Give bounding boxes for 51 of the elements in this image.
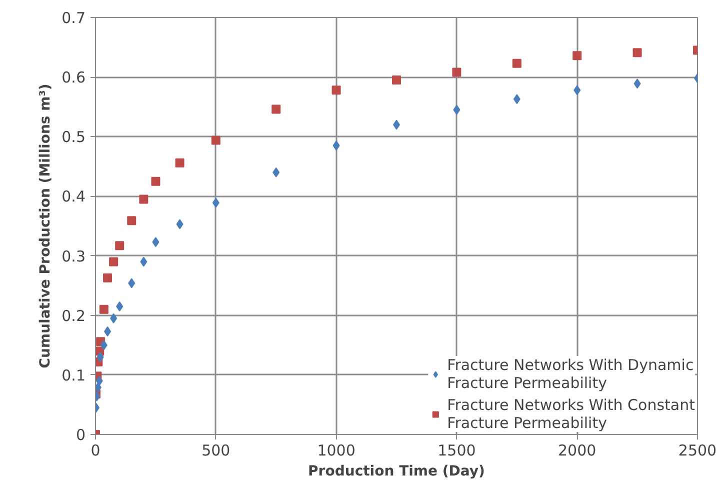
x-tick-label: 0: [90, 442, 100, 460]
point: [104, 326, 112, 336]
y-tick-label: 0: [76, 426, 86, 444]
point: [99, 304, 108, 314]
point: [115, 241, 124, 250]
point: [453, 104, 460, 115]
point: [332, 140, 340, 151]
point: [151, 176, 160, 186]
point: [272, 104, 281, 114]
y-tick-label: 0.4: [62, 188, 86, 206]
x-tick-label: 2500: [678, 442, 717, 460]
point: [272, 167, 280, 178]
point: [109, 257, 118, 266]
legend-label: Fracture Networks With Dynamic Fracture Permeability: [447, 356, 694, 392]
point: [96, 376, 103, 386]
point: [152, 237, 160, 248]
point: [632, 48, 642, 58]
point: [212, 198, 220, 208]
x-tick-label: 1000: [317, 442, 356, 460]
y-tick-label: 0.6: [62, 68, 86, 87]
x-tick-label: 1500: [438, 442, 476, 460]
point: [110, 313, 118, 324]
y-tick-label: 0.5: [62, 128, 86, 146]
point: [128, 278, 136, 288]
y-tick-label: 0.3: [62, 247, 86, 266]
point: [392, 76, 401, 85]
point: [452, 68, 462, 77]
point: [96, 352, 104, 362]
legend-label: Fracture Networks With Constant Fracture Permeability: [447, 396, 695, 432]
x-tick-label: 2000: [558, 442, 596, 460]
point: [100, 340, 108, 350]
y-axis-title: Cumulative Production (Millions m³): [38, 84, 54, 368]
point: [574, 85, 581, 96]
y-tick-label: 0.1: [62, 366, 86, 384]
x-tick-label: 500: [202, 442, 230, 460]
point: [175, 158, 184, 168]
point: [512, 58, 522, 68]
point: [116, 301, 124, 312]
point: [140, 256, 148, 267]
y-tick-label: 0.7: [62, 9, 86, 27]
point: [127, 216, 136, 226]
point: [103, 273, 112, 282]
point: [176, 219, 184, 230]
point: [211, 136, 220, 145]
point: [634, 78, 641, 89]
point: [513, 94, 520, 104]
point: [332, 86, 341, 95]
x-axis-title: Production Time (Day): [308, 464, 485, 480]
y-tick-label: 0.2: [62, 306, 86, 325]
point: [572, 51, 582, 60]
point: [139, 194, 148, 204]
